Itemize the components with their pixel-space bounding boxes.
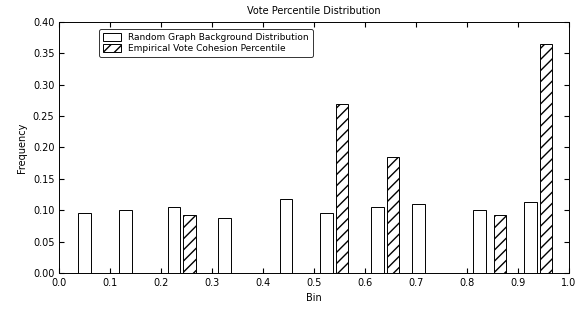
Legend: Random Graph Background Distribution, Empirical Vote Cohesion Percentile: Random Graph Background Distribution, Em… xyxy=(100,29,313,57)
Bar xyxy=(336,104,349,273)
Bar xyxy=(371,207,384,273)
Y-axis label: Frequency: Frequency xyxy=(17,122,27,173)
Bar xyxy=(321,214,333,273)
Bar xyxy=(524,202,537,273)
Bar xyxy=(183,215,196,273)
Bar xyxy=(279,199,292,273)
Title: Vote Percentile Distribution: Vote Percentile Distribution xyxy=(247,6,381,15)
Bar xyxy=(412,204,425,273)
Bar xyxy=(540,44,552,273)
Bar xyxy=(79,214,91,273)
Bar xyxy=(119,210,132,273)
Bar xyxy=(218,218,231,273)
X-axis label: Bin: Bin xyxy=(306,294,322,303)
Bar xyxy=(168,207,180,273)
Bar xyxy=(473,210,486,273)
Bar xyxy=(386,157,399,273)
Bar xyxy=(494,215,506,273)
